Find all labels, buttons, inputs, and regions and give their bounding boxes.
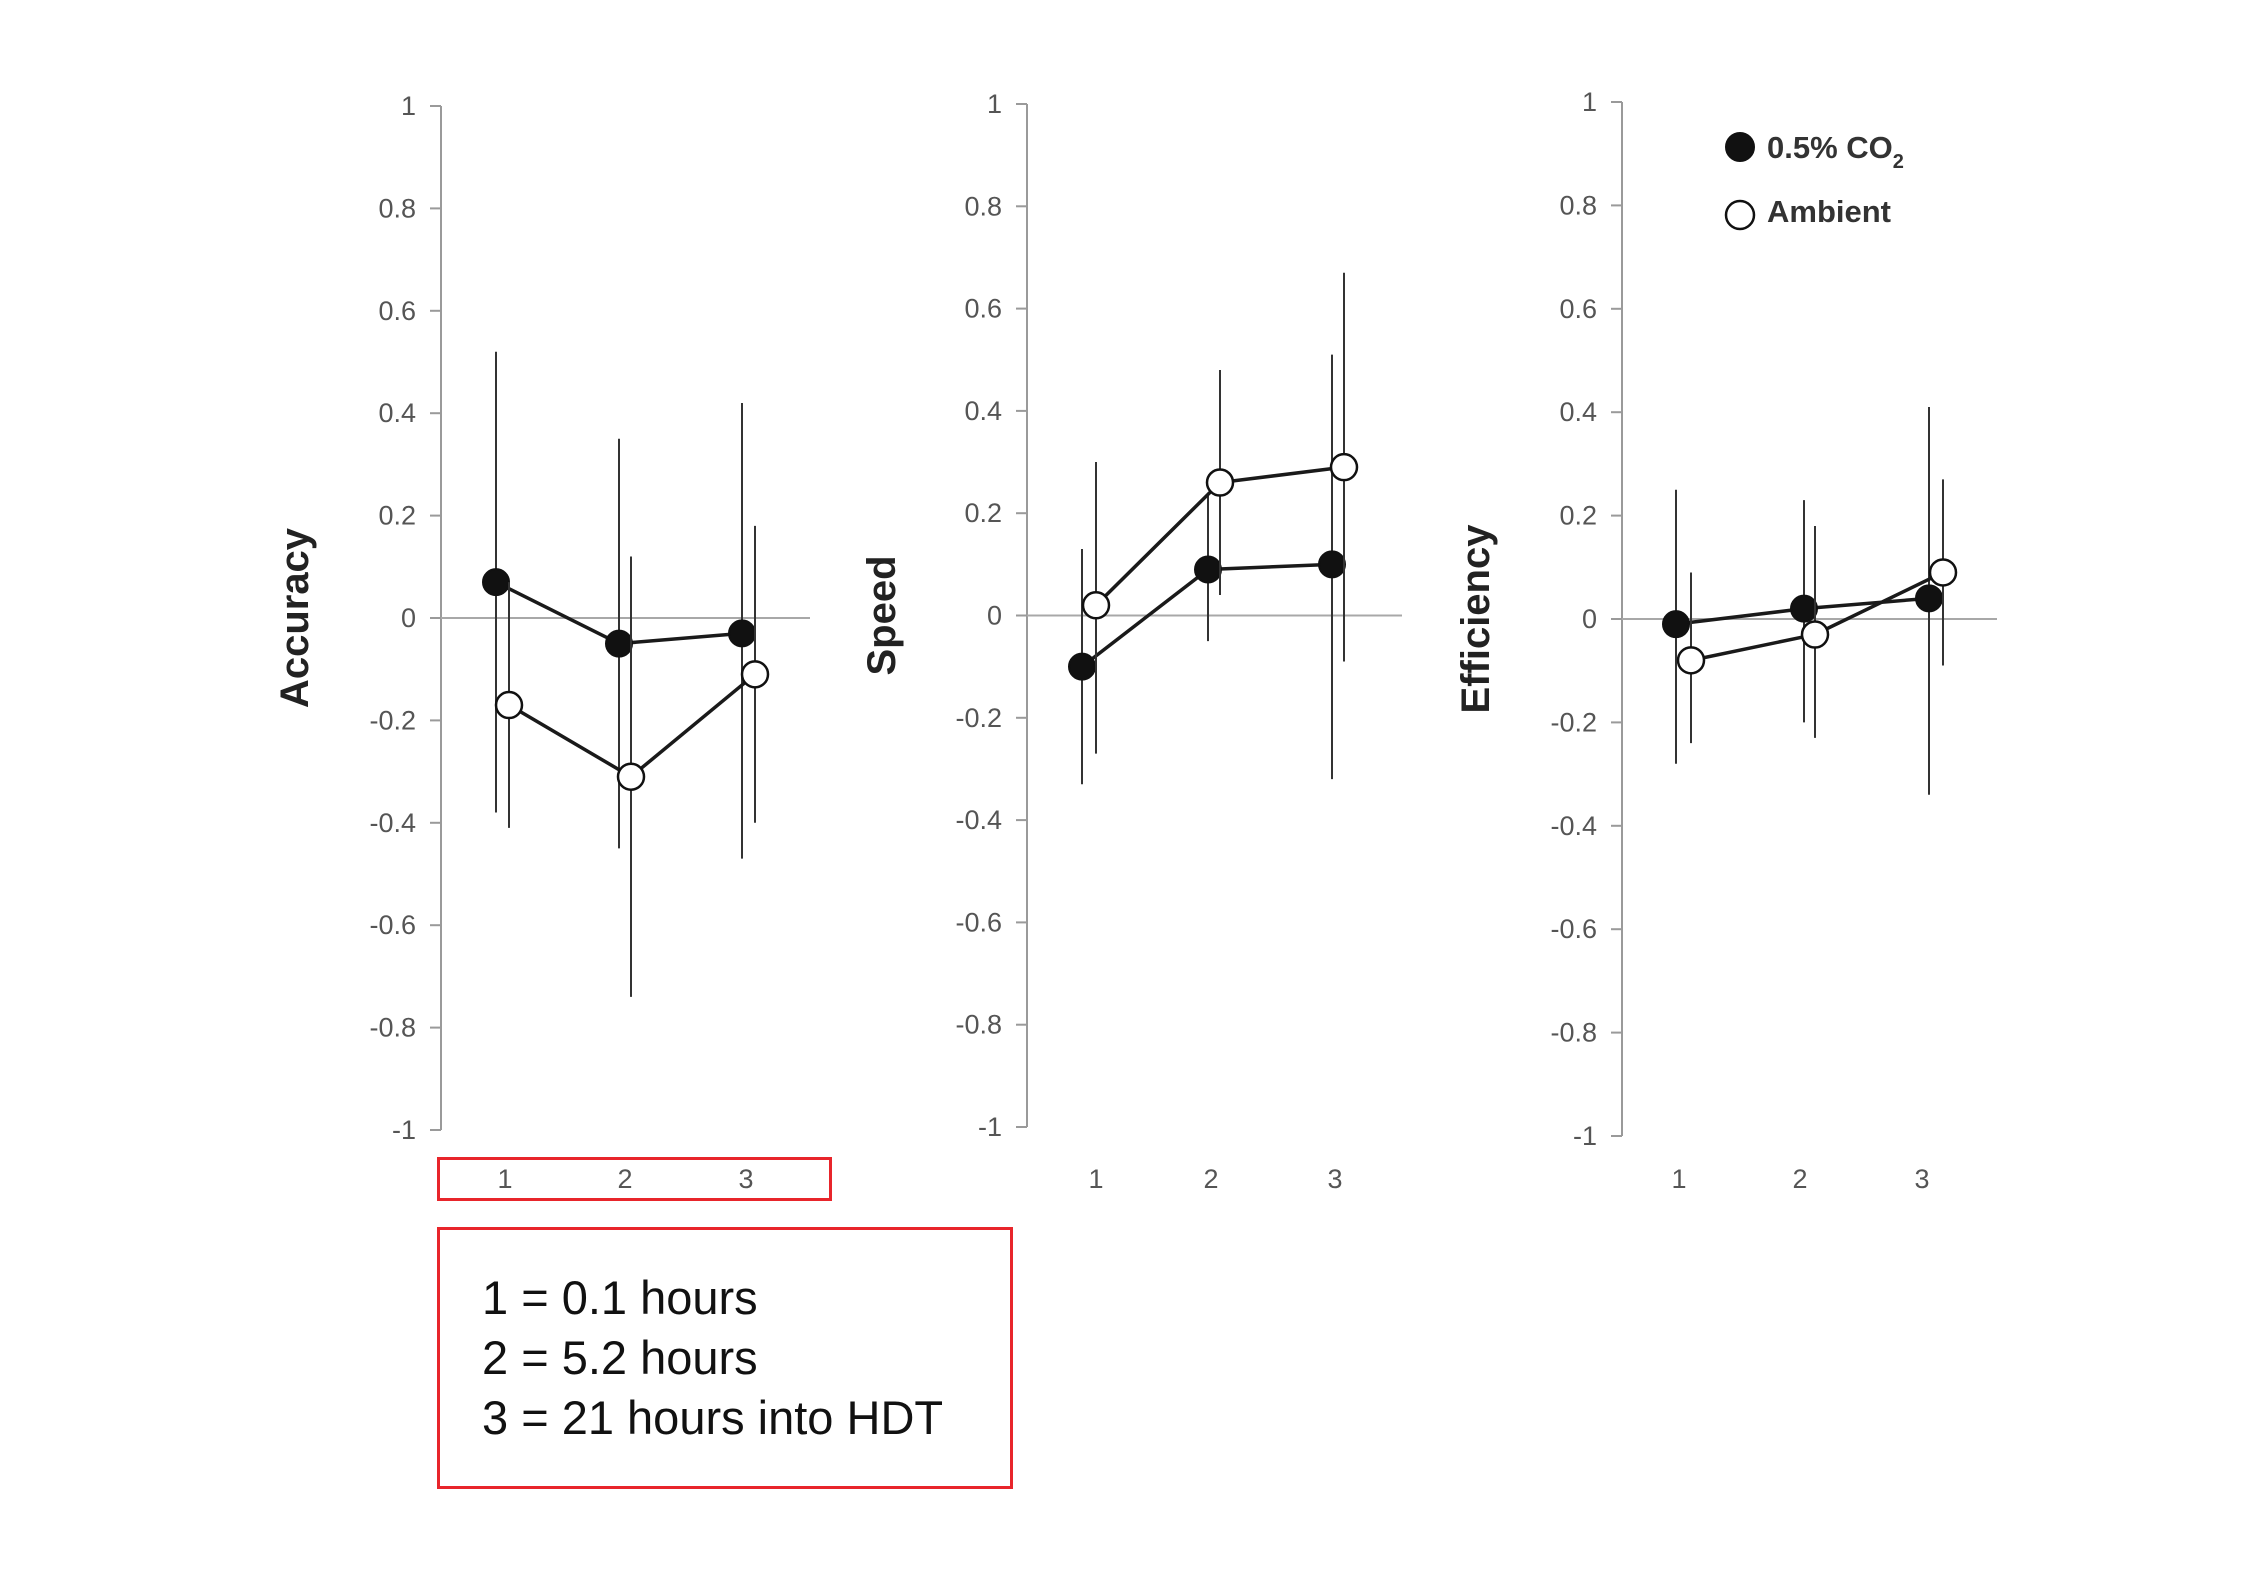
data-point-filled — [482, 568, 510, 597]
y-tick-label: -0.6 — [955, 907, 1002, 937]
y-tick-label: -0.2 — [369, 705, 416, 735]
data-point-filled — [728, 619, 756, 648]
y-tick-label: 0.8 — [1559, 190, 1597, 220]
legend-label-co2: 0.5% CO2 — [1767, 130, 1904, 173]
x-tick-label: 3 — [738, 1164, 753, 1194]
y-tick-label: -0.8 — [955, 1010, 1002, 1040]
chart-panel-1: 1 0.8 0.6 0.4 0.2 0 -0.2 -0.4 -0.6 -0.8 -1 1 2 3 Accur… — [273, 91, 810, 1194]
y-tick-label: 0.6 — [964, 294, 1002, 324]
data-point-open — [1800, 620, 1830, 649]
chart-panel-3: 1 0.8 0.6 0.4 0.2 0 -0.2 -0.4 -0.6 -0.8 -1 1 2 3 Effic… — [1454, 87, 1997, 1194]
y-tick-label: 1 — [401, 91, 416, 121]
y-tick-label: -1 — [1573, 1121, 1597, 1151]
y-tick-label: -0.8 — [1550, 1018, 1597, 1048]
data-point-filled — [1194, 555, 1222, 584]
data-point-filled — [1662, 610, 1690, 639]
x-tick-label: 1 — [1671, 1164, 1686, 1194]
x-tick-label: 1 — [497, 1164, 512, 1194]
y-tick-label: -0.4 — [1550, 811, 1597, 841]
legend: 0.5% CO2 Ambient — [1724, 130, 1904, 231]
data-point-filled — [1915, 584, 1943, 613]
legend-label-ambient: Ambient — [1767, 194, 1891, 229]
y-tick-label: 0.6 — [1559, 294, 1597, 324]
x-tick-label: 1 — [1088, 1164, 1103, 1194]
y-tick-label: 0.2 — [1559, 501, 1597, 531]
y-tick-label: 1 — [1582, 87, 1597, 117]
x-tick-label: 3 — [1914, 1164, 1929, 1194]
note-line-3: 3 = 21 hours into HDT — [482, 1391, 944, 1444]
y-tick-label: 0.8 — [964, 191, 1002, 221]
x-tick-label: 2 — [617, 1164, 632, 1194]
x-tick-label: 3 — [1327, 1164, 1342, 1194]
series-co2 — [1662, 407, 1943, 795]
data-point-open — [494, 690, 524, 720]
data-point-filled — [605, 629, 633, 658]
legend-marker-ambient — [1724, 199, 1756, 231]
y-tick-label: -0.4 — [369, 808, 416, 838]
y-tick-label: 0.8 — [378, 193, 416, 223]
series-ambient — [1081, 272, 1359, 754]
y-tick-label: 0 — [987, 601, 1002, 631]
y-tick-label: 0.4 — [964, 396, 1002, 426]
chart-panel-2: 1 0.8 0.6 0.4 0.2 0 -0.2 -0.4 -0.6 -0.8 -1 1 2 3 Speed — [860, 89, 1402, 1194]
legend-marker-co2 — [1725, 132, 1755, 162]
y-tick-label: -0.4 — [955, 805, 1002, 835]
data-point-filled — [1068, 652, 1096, 681]
y-axis-label: Accuracy — [273, 527, 317, 708]
y-axis-label: Speed — [860, 555, 904, 675]
y-tick-label: -0.6 — [1550, 914, 1597, 944]
series-ambient — [494, 525, 770, 997]
chart-panels: 1 0.8 0.6 0.4 0.2 0 -0.2 -0.4 -0.6 -0.8 -1 1 2 3 Accur… — [273, 87, 1997, 1194]
y-tick-label: -0.2 — [1550, 707, 1597, 737]
data-point-open — [740, 660, 770, 689]
data-point-open — [1205, 468, 1235, 497]
y-tick-label: -0.2 — [955, 703, 1002, 733]
data-point-open — [616, 762, 646, 791]
y-tick-label: 0 — [1582, 604, 1597, 634]
y-tick-label: -0.8 — [369, 1013, 416, 1043]
x-axis-highlight-box — [437, 1157, 832, 1201]
data-point-filled — [1790, 594, 1818, 623]
note-line-1: 1 = 0.1 hours — [482, 1271, 758, 1324]
note-line-2: 2 = 5.2 hours — [482, 1331, 758, 1384]
time-point-note: 1 = 0.1 hours 2 = 5.2 hours 3 = 21 hours… — [437, 1227, 1013, 1489]
y-axis-label: Efficiency — [1454, 524, 1498, 714]
series-co2 — [1068, 354, 1346, 785]
data-point-open — [1081, 591, 1111, 620]
data-point-open — [1676, 646, 1706, 675]
y-tick-label: 1 — [987, 89, 1002, 119]
x-tick-label: 2 — [1203, 1164, 1218, 1194]
y-tick-label: 0.4 — [1559, 397, 1597, 427]
series-co2 — [482, 351, 756, 859]
y-tick-label: 0.2 — [964, 498, 1002, 528]
y-tick-label: 0.4 — [378, 398, 416, 428]
x-tick-label: 2 — [1792, 1164, 1807, 1194]
y-tick-label: 0 — [401, 603, 416, 633]
data-point-open — [1329, 452, 1359, 482]
series-ambient — [1676, 479, 1958, 744]
data-point-filled — [1318, 550, 1346, 579]
y-tick-label: -0.6 — [369, 910, 416, 940]
y-tick-label: -1 — [978, 1112, 1002, 1142]
y-tick-label: -1 — [392, 1115, 416, 1145]
y-tick-label: 0.6 — [378, 296, 416, 326]
data-point-open — [1928, 558, 1958, 587]
y-tick-label: 0.2 — [378, 501, 416, 531]
